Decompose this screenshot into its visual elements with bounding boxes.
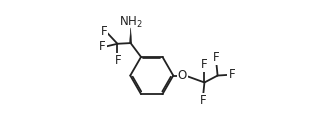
Text: F: F [213,51,220,64]
Text: F: F [201,58,208,71]
Text: F: F [200,94,206,107]
Text: F: F [115,54,121,67]
Text: F: F [229,68,236,81]
Text: F: F [99,40,106,53]
Text: O: O [178,69,187,82]
Text: F: F [101,25,107,38]
Text: NH$_2$: NH$_2$ [119,15,143,30]
Polygon shape [130,28,132,43]
